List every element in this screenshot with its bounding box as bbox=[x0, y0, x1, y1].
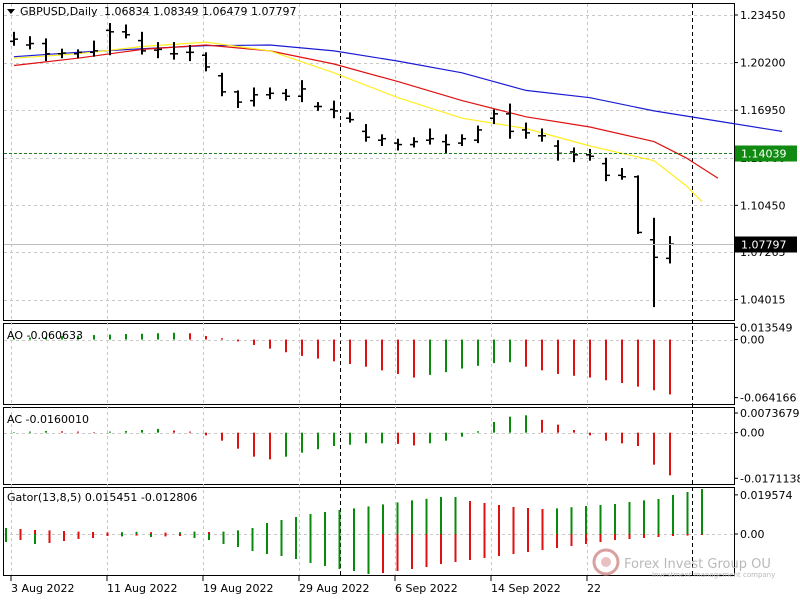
ohlc-bar bbox=[10, 31, 18, 46]
ohlc-bar bbox=[218, 72, 226, 97]
ac-label: AC -0.0160010 bbox=[7, 413, 89, 426]
level-price-text: 1.14039 bbox=[741, 148, 787, 161]
price-tick-label: 1.10450 bbox=[740, 199, 786, 212]
ohlc-bar bbox=[538, 128, 546, 142]
ao-label: AO -0.060633 bbox=[7, 329, 83, 342]
gator-panel-frame bbox=[3, 487, 735, 576]
current-price-tag bbox=[735, 236, 797, 253]
level-price-tag bbox=[735, 145, 797, 162]
date-label: 6 Sep 2022 bbox=[395, 582, 458, 595]
ohlc-bar bbox=[106, 23, 114, 56]
ohlc-bar bbox=[602, 157, 610, 182]
ohlc-bar bbox=[138, 31, 146, 55]
ao-panel-frame bbox=[3, 323, 735, 405]
ohlc-bar bbox=[506, 103, 514, 139]
ohlc-bar bbox=[122, 24, 130, 39]
ohlc-bar bbox=[42, 38, 50, 62]
gator-label: Gator(13,8,5) 0.015451 -0.012806 bbox=[7, 491, 197, 504]
ohlc-bar bbox=[442, 134, 450, 154]
indicator-tick-label: 0.019574 bbox=[740, 489, 793, 502]
ohlc-bar bbox=[266, 87, 274, 100]
ohlc-bar bbox=[634, 175, 642, 234]
ac-panel-frame bbox=[3, 407, 735, 485]
date-label: 11 Aug 2022 bbox=[107, 582, 177, 595]
ohlc-bar bbox=[362, 124, 370, 142]
ohlc-bar bbox=[298, 80, 306, 103]
ohlc-bar bbox=[650, 217, 658, 308]
ohlc-bar bbox=[570, 147, 578, 163]
price-tick-label: 1.23450 bbox=[740, 9, 786, 22]
ohlc-bar bbox=[618, 168, 626, 180]
ohlc-bar bbox=[202, 52, 210, 72]
date-axis: 3 Aug 2022 11 Aug 2022 19 Aug 2022 29 Aug 2… bbox=[10, 576, 601, 595]
ohlc-bar bbox=[378, 134, 386, 147]
level-line bbox=[4, 153, 734, 245]
ohlc-bar bbox=[250, 87, 258, 107]
ohlc-bar bbox=[282, 88, 290, 101]
ohlc-bar bbox=[154, 42, 162, 59]
price-tags: 1.14039 1.07797 bbox=[735, 145, 797, 253]
ohlc-bar bbox=[26, 36, 34, 50]
current-price-text: 1.07797 bbox=[741, 239, 787, 252]
gator-histogram bbox=[4, 489, 734, 574]
indicator-tick-label: 0.00 bbox=[740, 334, 765, 347]
price-panel-frame bbox=[3, 3, 735, 321]
ohlc-bar bbox=[74, 49, 82, 59]
ao-histogram bbox=[4, 332, 734, 395]
indicator-tick-label: 0.00 bbox=[740, 427, 765, 440]
dropdown-triangle-icon[interactable] bbox=[7, 9, 15, 14]
ohlc-bar bbox=[410, 137, 418, 148]
ohlc-bar bbox=[234, 90, 242, 108]
watermark-logo bbox=[592, 548, 620, 576]
ohlc-bar bbox=[522, 122, 530, 139]
grid-lines bbox=[4, 4, 734, 575]
ohlc-bar bbox=[314, 102, 322, 111]
ohlc-bar bbox=[458, 134, 466, 147]
ohlc-bar bbox=[586, 148, 594, 161]
ohlc-bar bbox=[330, 100, 338, 119]
ohlc-bar bbox=[474, 125, 482, 144]
date-label: 19 Aug 2022 bbox=[203, 582, 273, 595]
ohlc-bar bbox=[58, 48, 66, 59]
indicator-tick-label: -0.064166 bbox=[740, 392, 796, 405]
date-label: 14 Sep 2022 bbox=[491, 582, 561, 595]
indicator-tick-label: 0.00 bbox=[740, 528, 765, 541]
watermark-subtitle: Investment management company bbox=[652, 571, 775, 579]
ohlc-bar bbox=[170, 42, 178, 60]
date-label: 22 bbox=[587, 582, 601, 595]
indicator-tick-label: 0.0073679 bbox=[740, 407, 800, 420]
symbol-label: GBPUSD,Daily bbox=[20, 5, 98, 18]
indicator-tick-label: -0.0171138 bbox=[740, 472, 800, 485]
date-label: 29 Aug 2022 bbox=[299, 582, 369, 595]
ohlc-bar bbox=[426, 128, 434, 145]
ohlc-bar bbox=[490, 109, 498, 125]
ohlc-bar bbox=[90, 40, 98, 57]
ohlc-bar bbox=[186, 45, 194, 62]
ohlc-label: 1.06834 1.08349 1.06479 1.07797 bbox=[104, 5, 296, 18]
ohlc-bar bbox=[394, 138, 402, 151]
price-tick-label: 1.20200 bbox=[740, 57, 786, 70]
date-label: 3 Aug 2022 bbox=[11, 582, 74, 595]
indicator-tick-label: 0.013549 bbox=[740, 321, 793, 334]
ohlc-bar bbox=[346, 112, 354, 123]
ac-histogram bbox=[4, 415, 734, 476]
watermark-title: Forex Invest Group OU bbox=[624, 557, 771, 572]
price-tick-label: 1.04015 bbox=[740, 294, 786, 307]
price-tick-label: 1.16950 bbox=[740, 104, 786, 117]
indicator-axes: 0.0135490.00-0.0641660.00736790.00-0.017… bbox=[734, 321, 800, 541]
